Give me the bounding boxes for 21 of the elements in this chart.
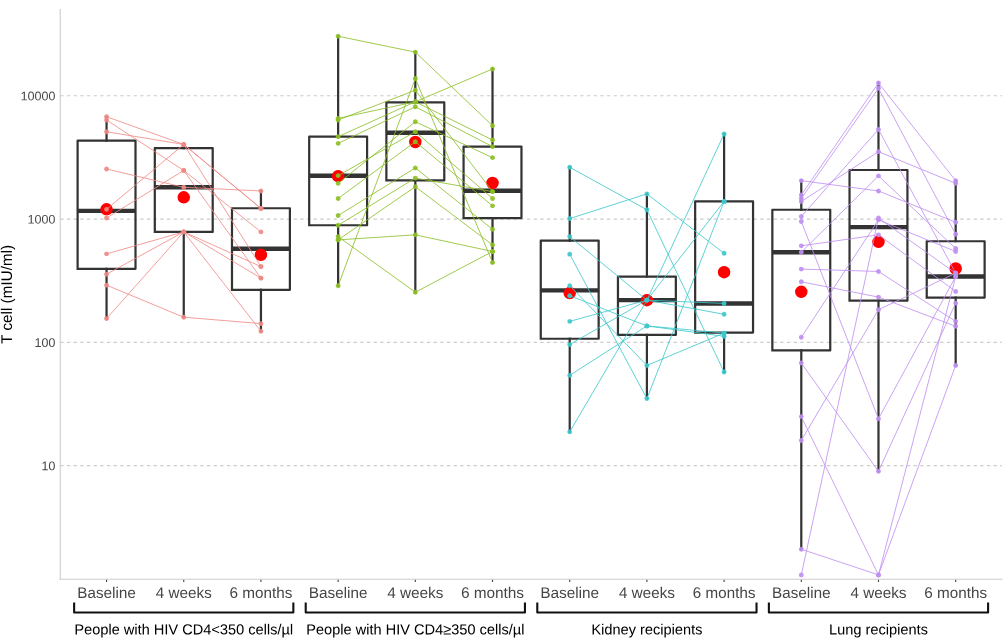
text: People with HIV CD4≥350 cells/µl (307, 623, 524, 638)
y-tick-label: 10 (42, 461, 55, 471)
text: People with HIV CD4<350 cells/µl (75, 623, 293, 638)
y-axis-title: T cell (mIU/ml) (0, 245, 16, 344)
x-tick-label: 4 weeks (156, 586, 212, 599)
x-tick-label: Baseline (310, 586, 367, 599)
x-tick-label: 6 months (693, 586, 755, 599)
x-tick-label: 6 months (925, 586, 987, 599)
y-tick-label: 10000 (21, 91, 55, 101)
x-tick-label: Baseline (541, 586, 599, 599)
text: Kidney recipients (592, 623, 702, 638)
x-tick-label: Baseline (78, 586, 136, 599)
x-tick-label: 4 weeks (387, 586, 443, 599)
text: Lung recipients (830, 623, 928, 638)
x-tick-label: 6 months (461, 586, 524, 599)
y-tick-label: 100 (35, 338, 55, 348)
y-tick-label: 1000 (28, 214, 55, 224)
x-tick-label: 4 weeks (619, 586, 675, 599)
x-tick-label: 6 months (230, 586, 292, 599)
x-tick-label: Baseline (773, 586, 830, 599)
x-tick-label: 4 weeks (850, 586, 906, 599)
